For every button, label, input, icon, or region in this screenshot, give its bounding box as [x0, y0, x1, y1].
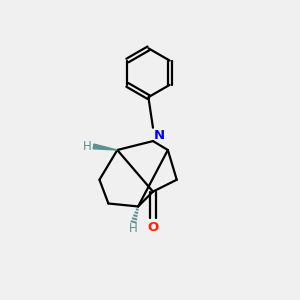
- Text: N: N: [154, 129, 165, 142]
- Polygon shape: [93, 144, 117, 150]
- Text: O: O: [147, 221, 159, 234]
- Text: H: H: [82, 140, 91, 153]
- Text: H: H: [129, 222, 138, 235]
